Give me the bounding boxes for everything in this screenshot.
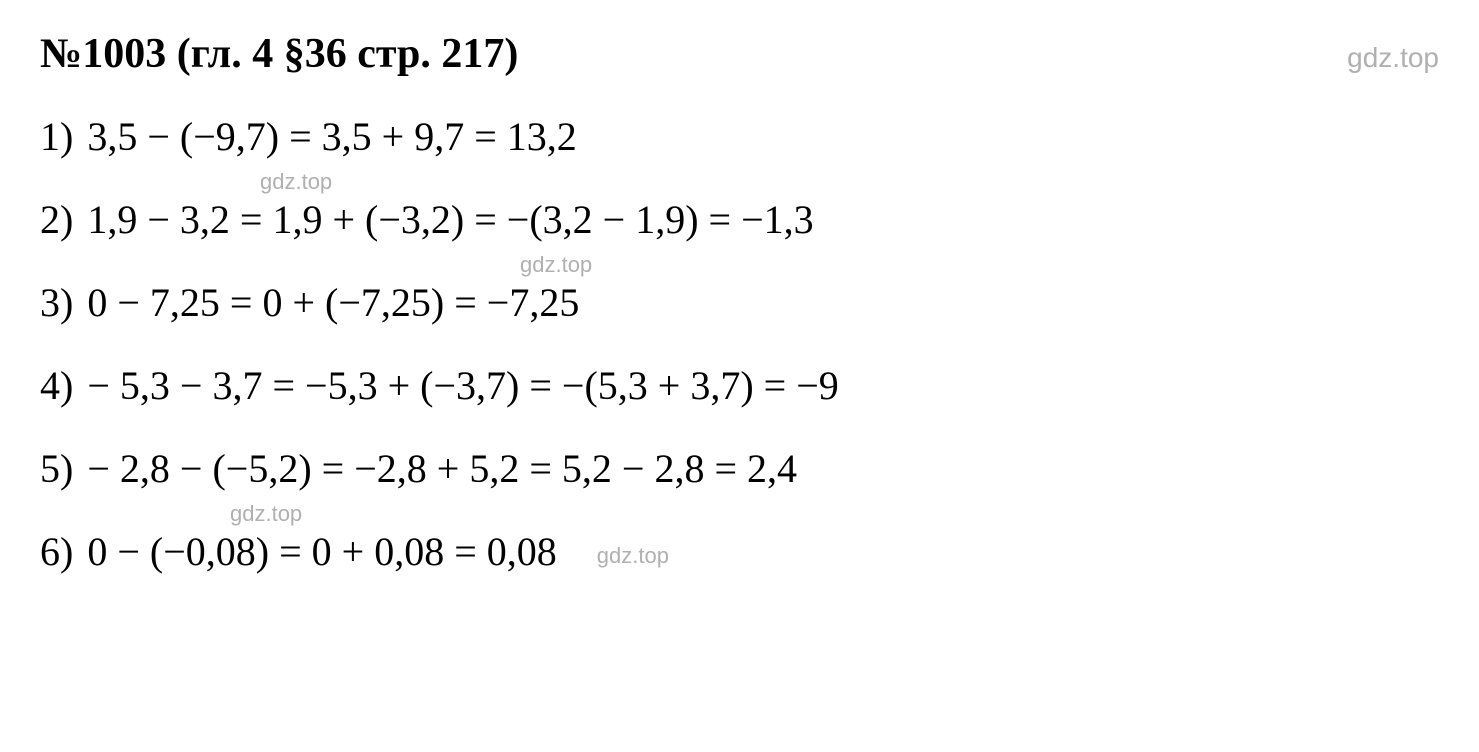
equation-number: 5) (40, 446, 73, 491)
equation-1: 1) 3,5 − (−9,7) = 3,5 + 9,7 = 13,2 (40, 113, 1439, 160)
equation-number: 4) (40, 363, 73, 408)
equation-number: 3) (40, 280, 73, 325)
equation-expression: 3,5 − (−9,7) = 3,5 + 9,7 = 13,2 (77, 114, 576, 159)
equation-expression: − 5,3 − 3,7 = −5,3 + (−3,7) = −(5,3 + 3,… (77, 363, 838, 408)
equation-expression: 0 − 7,25 = 0 + (−7,25) = −7,25 (77, 280, 579, 325)
equation-6: gdz.top 6) 0 − (−0,08) = 0 + 0,08 = 0,08… (40, 528, 1439, 575)
equation-2: gdz.top 2) 1,9 − 3,2 = 1,9 + (−3,2) = −(… (40, 196, 1439, 243)
equation-number: 2) (40, 197, 73, 242)
equation-5: 5) − 2,8 − (−5,2) = −2,8 + 5,2 = 5,2 − 2… (40, 445, 1439, 492)
equation-number: 1) (40, 114, 73, 159)
equation-4: 4) − 5,3 − 3,7 = −5,3 + (−3,7) = −(5,3 +… (40, 362, 1439, 409)
equation-3: gdz.top 3) 0 − 7,25 = 0 + (−7,25) = −7,2… (40, 279, 1439, 326)
header-row: №1003 (гл. 4 §36 стр. 217) gdz.top (40, 30, 1439, 78)
watermark-inline: gdz.top (520, 252, 592, 278)
watermark-header: gdz.top (1347, 42, 1439, 74)
watermark-inline: gdz.top (260, 169, 332, 195)
page-title: №1003 (гл. 4 §36 стр. 217) (40, 30, 518, 78)
equation-expression: − 2,8 − (−5,2) = −2,8 + 5,2 = 5,2 − 2,8 … (77, 446, 797, 491)
title-number: №1003 (40, 31, 166, 77)
title-reference: (гл. 4 §36 стр. 217) (166, 31, 518, 77)
equation-number: 6) (40, 529, 73, 574)
watermark-inline: gdz.top (597, 543, 669, 568)
equation-expression: 1,9 − 3,2 = 1,9 + (−3,2) = −(3,2 − 1,9) … (77, 197, 813, 242)
watermark-inline: gdz.top (230, 501, 302, 527)
equation-expression: 0 − (−0,08) = 0 + 0,08 = 0,08 (77, 529, 556, 574)
